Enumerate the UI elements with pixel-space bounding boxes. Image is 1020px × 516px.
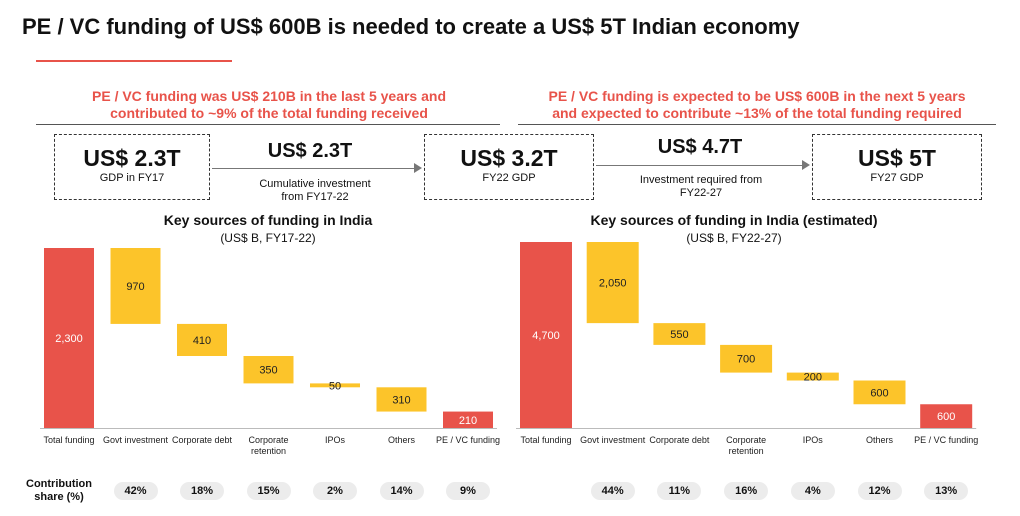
contribution-pill-4: 12% xyxy=(857,482,902,500)
investment-required-label: Investment required from FY22-27 xyxy=(614,174,788,200)
gdp-fy22-box: US$ 3.2T FY22 GDP xyxy=(424,134,594,200)
investment-required-label-line-1: Investment required from xyxy=(639,174,763,186)
bar-2 xyxy=(653,323,706,345)
category-label-6: PE / VC funding xyxy=(436,435,500,445)
bar-4 xyxy=(310,383,360,388)
contribution-pill-0: 42% xyxy=(113,482,158,500)
bar-3 xyxy=(243,356,294,384)
bar-1 xyxy=(110,248,161,324)
category-label-3-line-2: retention xyxy=(729,446,764,456)
contribution-share-label-line-2: share (%) xyxy=(34,491,84,503)
left-chart-subtitle: (US$ B, FY17-22) xyxy=(220,231,316,245)
data-label-6: 210 xyxy=(459,415,477,427)
data-label-0: 4,700 xyxy=(532,330,560,342)
cumulative-investment-value: US$ 2.3T xyxy=(267,140,353,162)
flow-arrow-2-head xyxy=(802,160,810,170)
gdp-fy27-label: FY27 GDP xyxy=(870,172,924,184)
contribution-pill-3: 4% xyxy=(790,482,835,500)
contribution-pill-5: 13% xyxy=(924,482,969,500)
data-label-4: 200 xyxy=(804,372,822,384)
gdp-fy17-label: GDP in FY17 xyxy=(99,172,165,184)
category-label-4: IPOs xyxy=(325,435,346,445)
gdp-fy22-label: FY22 GDP xyxy=(482,172,536,184)
right-chart-subtitle: (US$ B, FY22-27) xyxy=(686,231,782,245)
gdp-fy27-box: US$ 5T FY27 GDP xyxy=(812,134,982,200)
left-subtitle-line-1: PE / VC funding was US$ 210B in the last… xyxy=(92,88,446,104)
category-label-4: IPOs xyxy=(803,435,824,445)
bar-2 xyxy=(177,323,227,356)
data-label-3: 350 xyxy=(259,365,277,377)
bar-5 xyxy=(376,387,427,412)
data-label-4: 50 xyxy=(329,380,341,392)
data-label-5: 310 xyxy=(392,394,410,406)
category-label-1: Govt investment xyxy=(580,435,646,445)
contribution-share-label: Contribution share (%) xyxy=(20,478,98,504)
bar-5 xyxy=(853,380,906,405)
category-label-2: Corporate debt xyxy=(649,435,710,445)
category-label-5: Others xyxy=(388,435,416,445)
contribution-pill-0: 44% xyxy=(590,482,635,500)
category-label-0: Total funding xyxy=(43,435,94,445)
left-chart-title: Key sources of funding in India xyxy=(163,212,373,228)
bar-6 xyxy=(443,411,493,428)
gdp-fy22-value: US$ 3.2T xyxy=(460,145,558,171)
right-subtitle-line-2: and expected to contribute ~13% of the t… xyxy=(552,105,962,121)
title-underline xyxy=(36,60,232,62)
cumulative-investment-label-line-1: Cumulative investment xyxy=(259,178,371,190)
category-label-0: Total funding xyxy=(520,435,571,445)
right-subtitle: PE / VC funding is expected to be US$ 60… xyxy=(510,88,1004,122)
gdp-fy17-value: US$ 2.3T xyxy=(83,145,181,171)
contribution-pill-4: 14% xyxy=(379,482,424,500)
gdp-fy17-box: US$ 2.3T GDP in FY17 xyxy=(54,134,210,200)
bar-6 xyxy=(920,404,973,428)
investment-required-value: US$ 4.7T xyxy=(657,136,743,158)
cumulative-investment-label-line-2: from FY17-22 xyxy=(281,191,349,203)
data-label-6: 600 xyxy=(937,411,955,423)
cumulative-investment-label: Cumulative investment from FY17-22 xyxy=(230,178,400,204)
data-label-1: 970 xyxy=(126,281,144,293)
category-label-6: PE / VC funding xyxy=(914,435,978,445)
contribution-share-label-line-1: Contribution xyxy=(26,478,92,490)
left-subtitle-line-2: contributed to ~9% of the total funding … xyxy=(110,105,428,121)
data-label-0: 2,300 xyxy=(55,333,83,345)
data-label-3: 700 xyxy=(737,354,755,366)
category-label-2: Corporate debt xyxy=(172,435,233,445)
right-chart-title: Key sources of funding in India (estimat… xyxy=(590,212,878,228)
category-label-3: Corporate xyxy=(248,435,288,445)
left-divider xyxy=(36,124,500,125)
contribution-pill-5: 9% xyxy=(446,482,490,500)
left-subtitle: PE / VC funding was US$ 210B in the last… xyxy=(22,88,516,122)
right-subtitle-line-1: PE / VC funding is expected to be US$ 60… xyxy=(548,88,966,104)
bar-3 xyxy=(720,344,773,373)
flow-arrow-1-head xyxy=(414,163,422,173)
gdp-fy27-value: US$ 5T xyxy=(858,145,936,171)
data-label-5: 600 xyxy=(870,387,888,399)
contribution-pill-2: 16% xyxy=(724,482,769,500)
bar-4 xyxy=(786,372,839,381)
contribution-pill-1: 11% xyxy=(657,482,702,500)
category-label-3: Corporate xyxy=(726,435,766,445)
flow-arrow-2-line xyxy=(596,165,802,166)
contribution-pill-3: 2% xyxy=(313,482,357,500)
investment-required-label-line-2: FY22-27 xyxy=(679,187,723,199)
right-waterfall-chart: 4,700 Total funding 2,050 Govt investment 55… xyxy=(516,242,978,456)
data-label-2: 410 xyxy=(193,335,211,347)
bar-0 xyxy=(44,248,94,428)
page-title: PE / VC funding of US$ 600B is needed to… xyxy=(22,14,800,39)
left-waterfall-chart: 2,300 Total funding 970 Govt investment 410 C… xyxy=(40,248,500,456)
right-divider xyxy=(518,124,996,125)
data-label-1: 2,050 xyxy=(599,278,627,290)
category-label-1: Govt investment xyxy=(103,435,169,445)
bar-0 xyxy=(520,242,572,428)
contribution-pill-2: 15% xyxy=(246,482,291,500)
category-label-5: Others xyxy=(866,435,894,445)
data-label-2: 550 xyxy=(670,329,688,341)
flow-arrow-1-line xyxy=(212,168,414,169)
category-label-3-line-2: retention xyxy=(251,446,286,456)
bar-1 xyxy=(586,242,639,324)
contribution-pill-1: 18% xyxy=(180,482,224,500)
